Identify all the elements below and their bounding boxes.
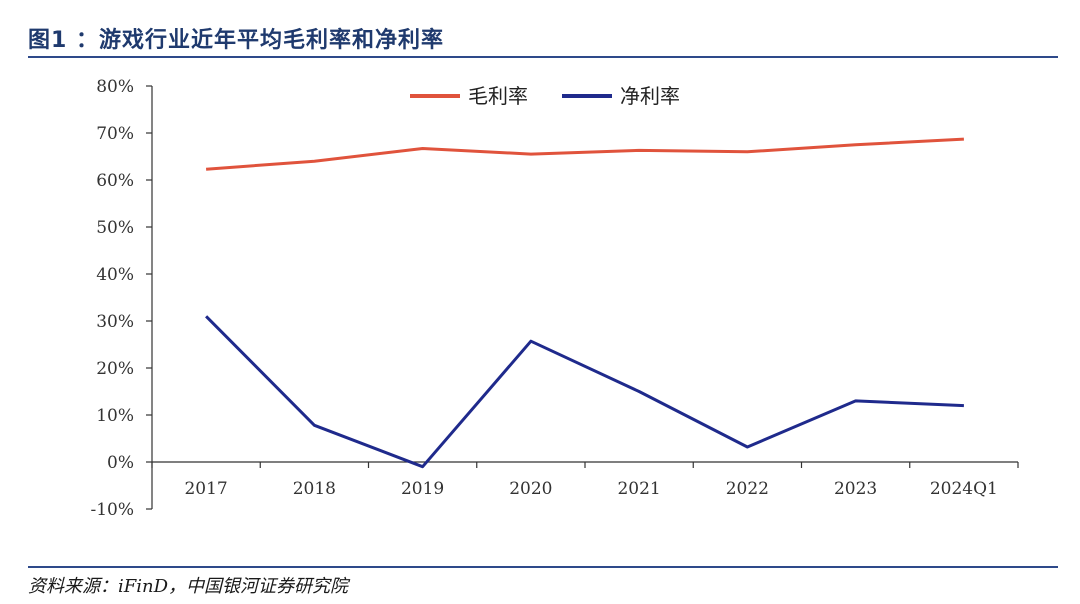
y-tick-label: 40% bbox=[96, 265, 134, 285]
y-tick-label: 70% bbox=[96, 124, 134, 144]
legend-gross-margin-label: 毛利率 bbox=[468, 84, 528, 108]
y-tick-label: 60% bbox=[96, 171, 134, 191]
x-tick-label: 2022 bbox=[726, 479, 769, 499]
chart-legend: 毛利率 净利率 bbox=[410, 84, 680, 108]
figure-title: 图1 ：游戏行业近年平均毛利率和净利率 bbox=[28, 28, 444, 53]
source-note: 资料来源：iFinD，中国银河证券研究院 bbox=[28, 576, 349, 597]
y-tick-label: -10% bbox=[90, 500, 134, 520]
y-tick-label: 30% bbox=[96, 312, 134, 332]
x-tick-label: 2018 bbox=[293, 479, 336, 499]
x-tick-label: 2017 bbox=[184, 479, 227, 499]
x-tick-label: 2019 bbox=[401, 479, 444, 499]
top-rule bbox=[28, 56, 1058, 58]
x-tick-label: 2020 bbox=[509, 479, 552, 499]
y-tick-label: 50% bbox=[96, 218, 134, 238]
y-tick-label: 10% bbox=[96, 406, 134, 426]
y-tick-label: 0% bbox=[107, 453, 134, 473]
y-tick-label: 20% bbox=[96, 359, 134, 379]
x-tick-label: 2021 bbox=[617, 479, 660, 499]
bottom-rule bbox=[28, 566, 1058, 568]
x-tick-label: 2023 bbox=[834, 479, 877, 499]
legend-net-margin-label: 净利率 bbox=[620, 84, 680, 108]
y-tick-label: 80% bbox=[96, 77, 134, 97]
chart-series bbox=[205, 137, 964, 469]
series-line-net-margin bbox=[205, 315, 964, 469]
chart-axes: 80% 70% 60% 50% 40% 30% 20% 10% 0% -10% 2017 2018 20… bbox=[90, 77, 1019, 520]
x-tick-label: 2024Q1 bbox=[930, 479, 998, 499]
series-line-gross-margin bbox=[205, 137, 964, 171]
